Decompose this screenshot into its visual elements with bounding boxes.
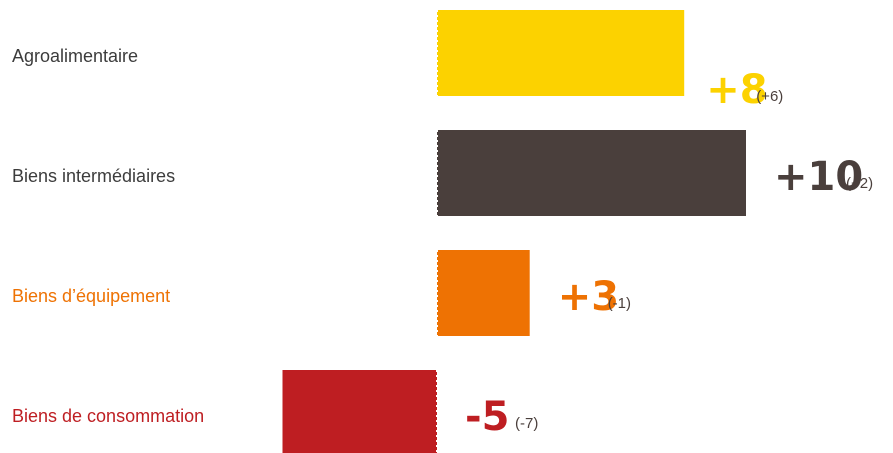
category-label: Agroalimentaire xyxy=(12,46,138,66)
bar-4 xyxy=(282,370,437,453)
bar-2 xyxy=(437,130,746,216)
value-label: +8 xyxy=(706,67,767,113)
bar-3 xyxy=(437,250,530,336)
value-label: -5 xyxy=(465,394,509,440)
bar-1 xyxy=(437,10,685,96)
change-label: (+6) xyxy=(756,88,783,105)
change-label: (+2) xyxy=(846,175,873,192)
category-label: Biens intermédiaires xyxy=(12,166,175,186)
value-label: +3 xyxy=(558,274,619,320)
change-label: (-1) xyxy=(608,295,631,312)
bars-layer xyxy=(282,10,746,453)
value-label: +10 xyxy=(774,154,863,200)
change-label: (-7) xyxy=(515,415,538,432)
category-label: Biens d’équipement xyxy=(12,286,170,306)
labels-layer: Agroalimentaire +8(+6) Biens intermédiaire… xyxy=(12,46,873,440)
category-label: Biens de consommation xyxy=(12,406,204,426)
